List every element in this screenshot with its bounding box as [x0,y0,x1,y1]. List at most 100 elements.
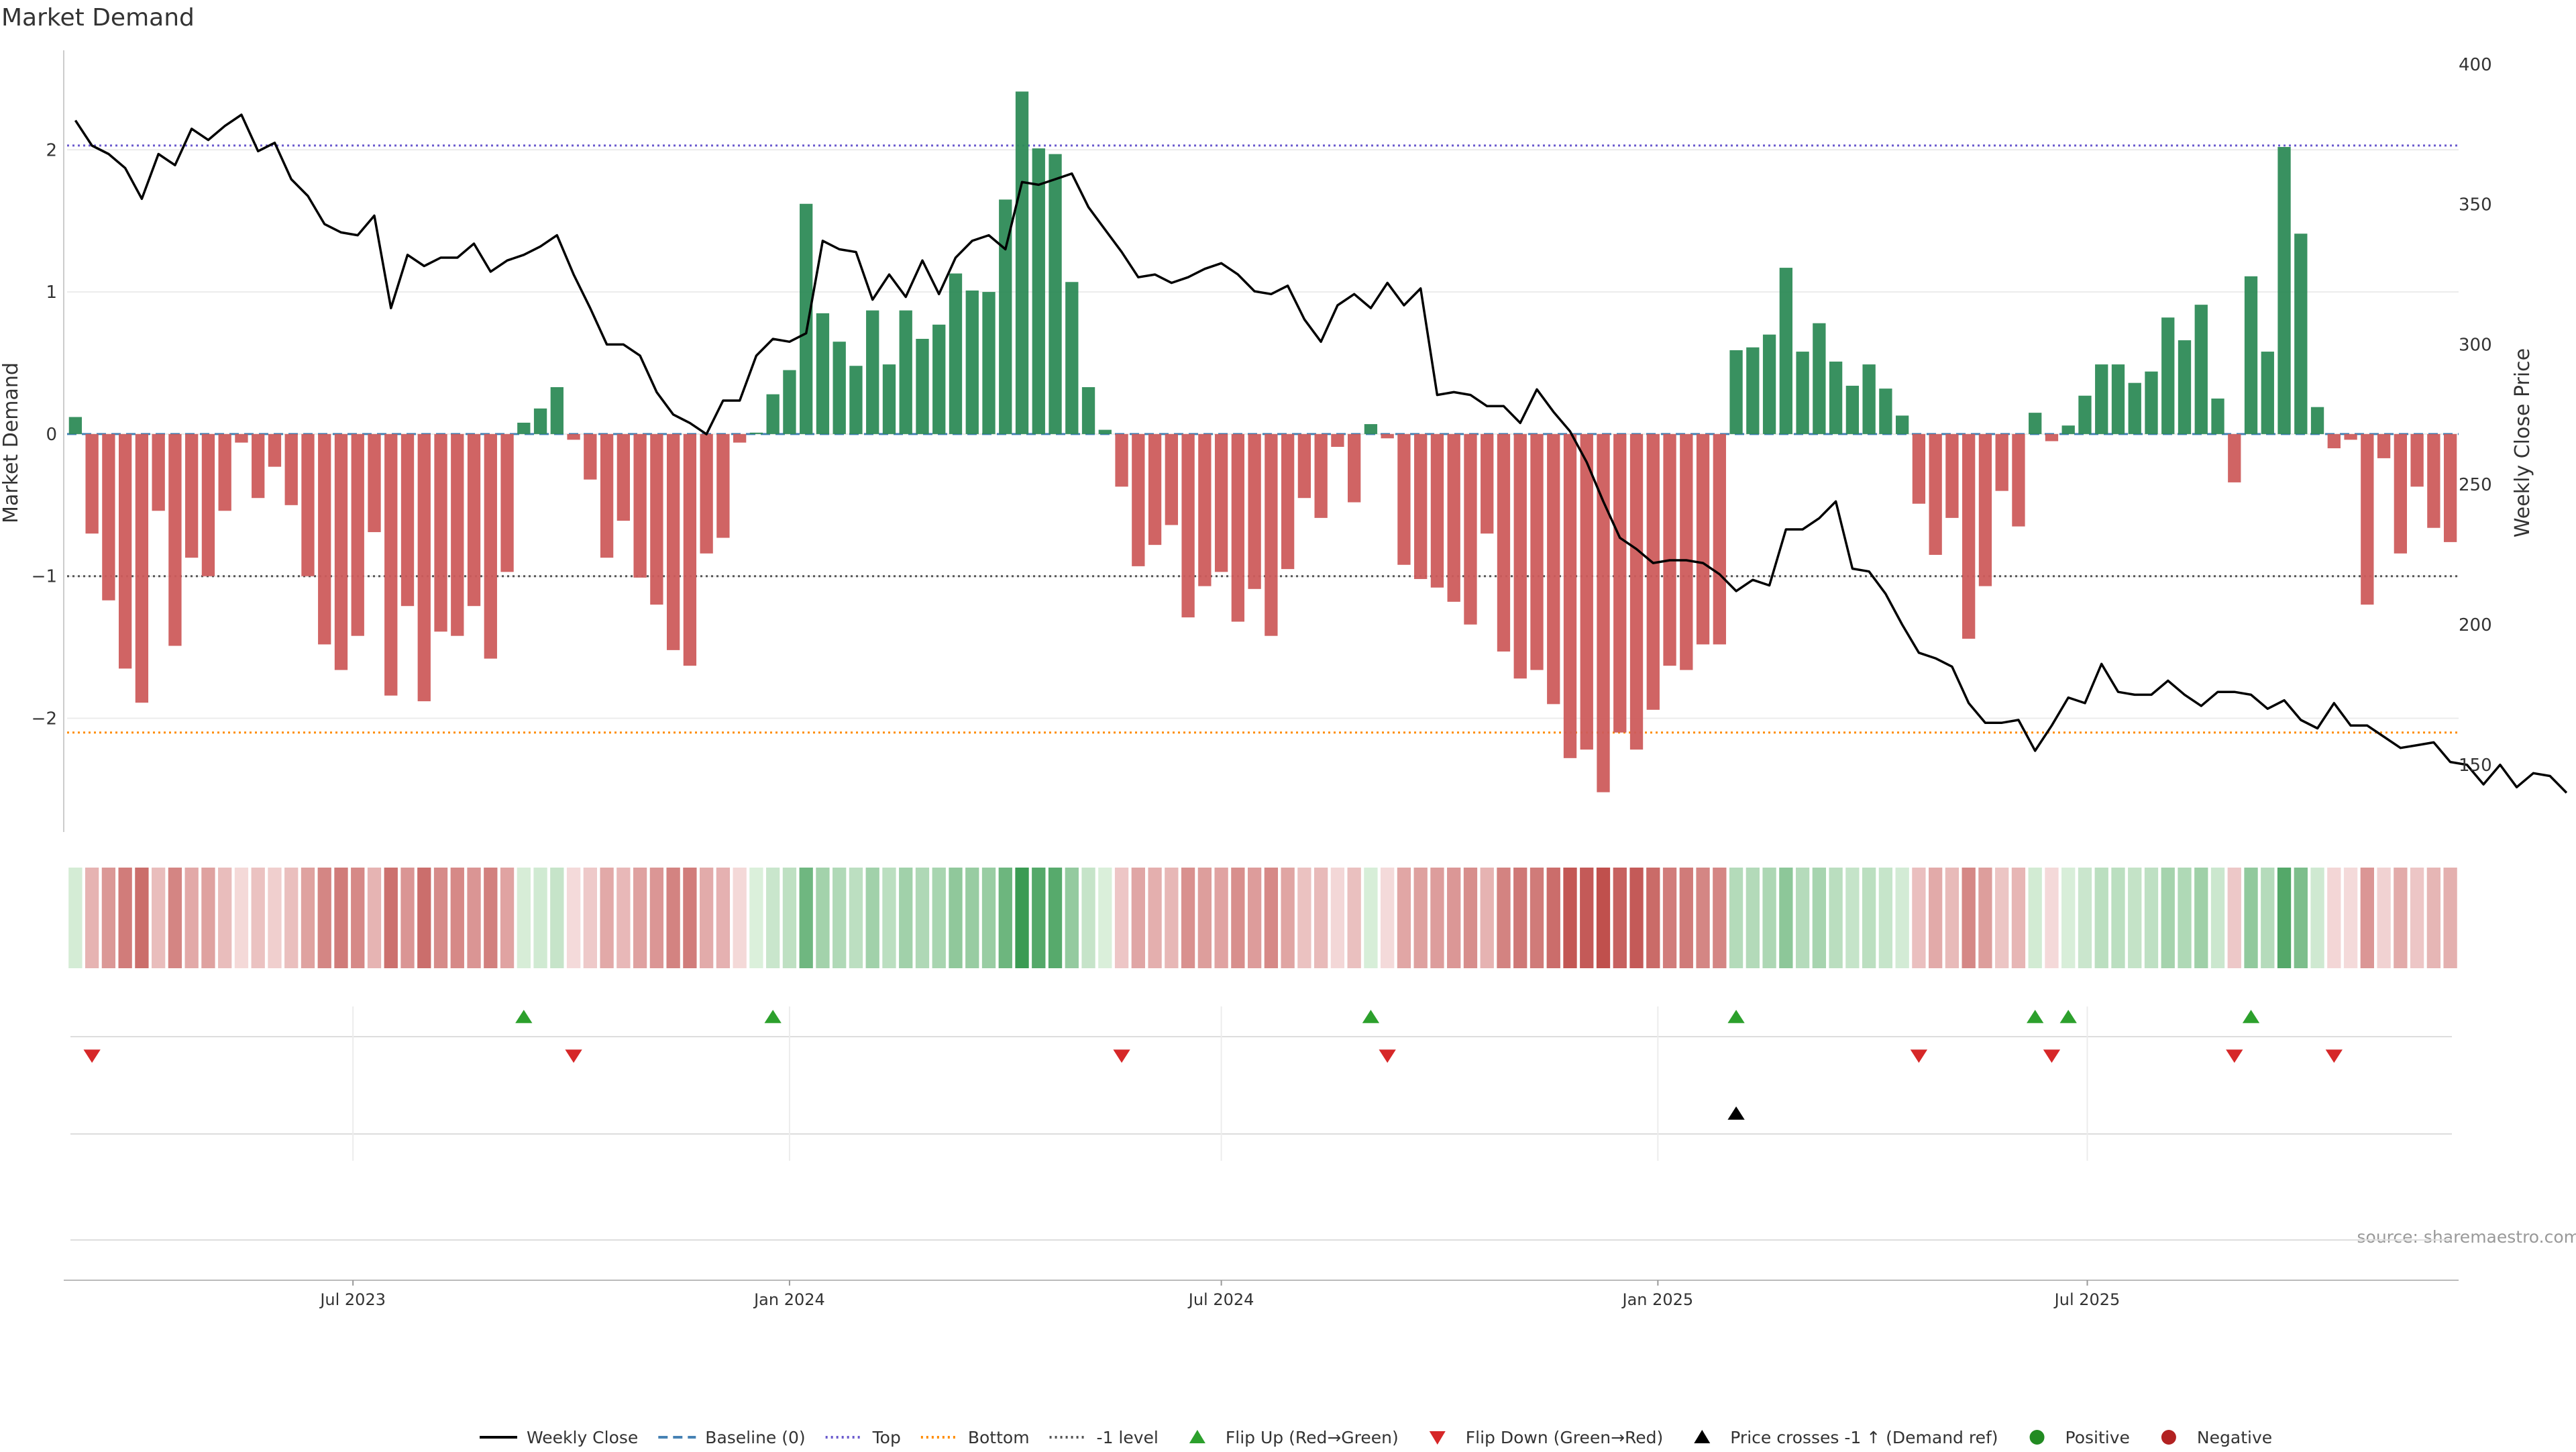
demand-bar [1530,434,1543,670]
heat-cell [1165,868,1178,968]
demand-bar [235,434,248,443]
heat-cell [1381,868,1394,968]
y-tick-label: 1 [46,282,57,303]
legend-label: Bottom [968,1428,1030,1447]
heat-cell [1929,868,1942,968]
demand-bar [1265,434,1277,636]
heat-cell [2310,868,2324,968]
demand-bar [1115,434,1128,486]
demand-bar [335,434,347,670]
y-axis-title: Market Demand [0,362,23,523]
demand-bar [650,434,663,605]
demand-bar [1298,434,1311,498]
y2-tick-label: 200 [2459,615,2492,635]
demand-bar [1248,434,1260,589]
demand-bar [684,434,696,666]
demand-bar [1481,434,1493,533]
demand-bar [1414,434,1427,579]
heat-cell [1132,868,1145,968]
heat-cell [1049,868,1062,968]
heat-cell [185,868,199,968]
demand-bar [1016,91,1028,433]
demand-bar [2377,434,2390,458]
heat-cell [766,868,780,968]
heat-cell [1796,868,1809,968]
legend-label: Weekly Close [527,1428,638,1447]
legend-label: Top [872,1428,901,1447]
demand-bar [733,434,746,443]
demand-bar [1364,424,1377,434]
demand-bar [2161,317,2174,434]
y-tick-label: 0 [46,425,57,445]
demand-bar [1181,434,1194,617]
heat-cell [999,868,1012,968]
heat-cell [1646,868,1660,968]
heat-cell [484,868,497,968]
heat-cell [2244,868,2257,968]
heat-cell [1746,868,1760,968]
x-tick-label: Jan 2025 [1621,1290,1694,1309]
heat-cell [2277,868,2291,968]
heat-cell [1098,868,1112,968]
demand-bar [2029,413,2041,434]
heat-cell [1314,868,1328,968]
heat-cell [2427,868,2440,968]
heat-cell [882,868,896,968]
heat-cell [1513,868,1527,968]
heat-cell [1962,868,1976,968]
heat-cell [733,868,747,968]
heat-cell [1181,868,1195,968]
heat-cell [152,868,165,968]
heat-cell [916,868,929,968]
heat-cell [2029,868,2042,968]
demand-bar [401,434,414,606]
demand-bar [1464,434,1477,625]
heat-cell [1065,868,1079,968]
demand-bar [1281,434,1294,569]
demand-bar [2444,434,2457,542]
heat-cell [2261,868,2274,968]
demand-bar [1132,434,1144,566]
demand-bar [1314,434,1327,518]
demand-bar [1862,364,1875,434]
demand-bar [1082,387,1095,434]
heat-cell [1281,868,1294,968]
heat-cell [949,868,962,968]
heat-cell [334,868,347,968]
demand-bar [833,342,846,434]
heat-cell [517,868,531,968]
heat-cell [1813,868,1826,968]
demand-bar [102,434,115,601]
demand-bar [434,434,447,631]
heat-cell [2012,868,2025,968]
demand-bar [1049,154,1061,434]
demand-bar [932,325,945,434]
demand-bar [119,434,131,669]
demand-bar [1065,282,1078,434]
demand-bar [2045,434,2058,442]
y-tick-label: 2 [46,140,57,160]
demand-bar [301,434,314,576]
heat-cell [118,868,131,968]
heat-cell [1696,868,1709,968]
heat-cell [235,868,248,968]
heat-cell [833,868,846,968]
heat-cell [2228,868,2241,968]
demand-bar [883,364,896,434]
demand-bar [1962,434,1975,639]
heat-cell [866,868,879,968]
demand-bar [667,434,680,650]
heat-cell [2145,868,2158,968]
demand-bar [966,291,979,434]
heat-cell [1530,868,1544,968]
demand-bar [1746,348,1759,434]
demand-bar [2228,434,2241,482]
y-tick-label: −1 [32,567,57,587]
legend-label: Positive [2065,1428,2130,1447]
heat-cell [201,868,215,968]
heat-cell [1629,868,1643,968]
heat-cell [1663,868,1676,968]
